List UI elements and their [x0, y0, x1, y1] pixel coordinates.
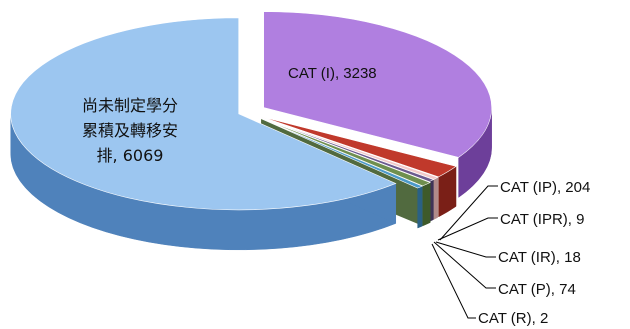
slice-label-cat-p: CAT (P), 74 [498, 281, 576, 298]
slice-label-cat-ip: CAT (IP), 204 [500, 179, 590, 196]
pie-side-2-0 [433, 176, 439, 220]
slice-label-cat-r: CAT (R), 2 [478, 310, 548, 327]
leader-line-1 [439, 185, 498, 241]
pie-slice-1 [260, 116, 457, 178]
pie-side-5-0 [417, 185, 423, 229]
slice-label-main-line-2: 累積及轉移安 [82, 121, 178, 140]
pie-slice-5 [260, 118, 423, 189]
slice-label-cat-i: CAT (I), 3238 [288, 65, 377, 82]
pie-slice-6 [10, 17, 397, 211]
leader-line-4 [433, 241, 496, 289]
leader-line-5 [431, 243, 476, 319]
leader-lines [431, 185, 498, 319]
leader-line-3 [435, 241, 496, 258]
slice-label-main-line-3: 排, 6069 [97, 146, 164, 165]
pie-slice-3 [259, 116, 435, 182]
pie-tops [10, 11, 492, 211]
pie-slice-4 [260, 117, 432, 187]
pie-side-4-0 [422, 182, 431, 227]
pie-slice-0 [263, 11, 492, 158]
slice-label-cat-ir: CAT (IR), 18 [498, 249, 581, 266]
slice-label-main-line-1: 尚未制定學分 [82, 96, 178, 115]
leader-line-2 [437, 217, 498, 241]
slice-label-main: 尚未制定學分 累積及轉移安 排, 6069 [82, 96, 178, 165]
slice-label-cat-ipr: CAT (IPR), 9 [500, 211, 584, 228]
